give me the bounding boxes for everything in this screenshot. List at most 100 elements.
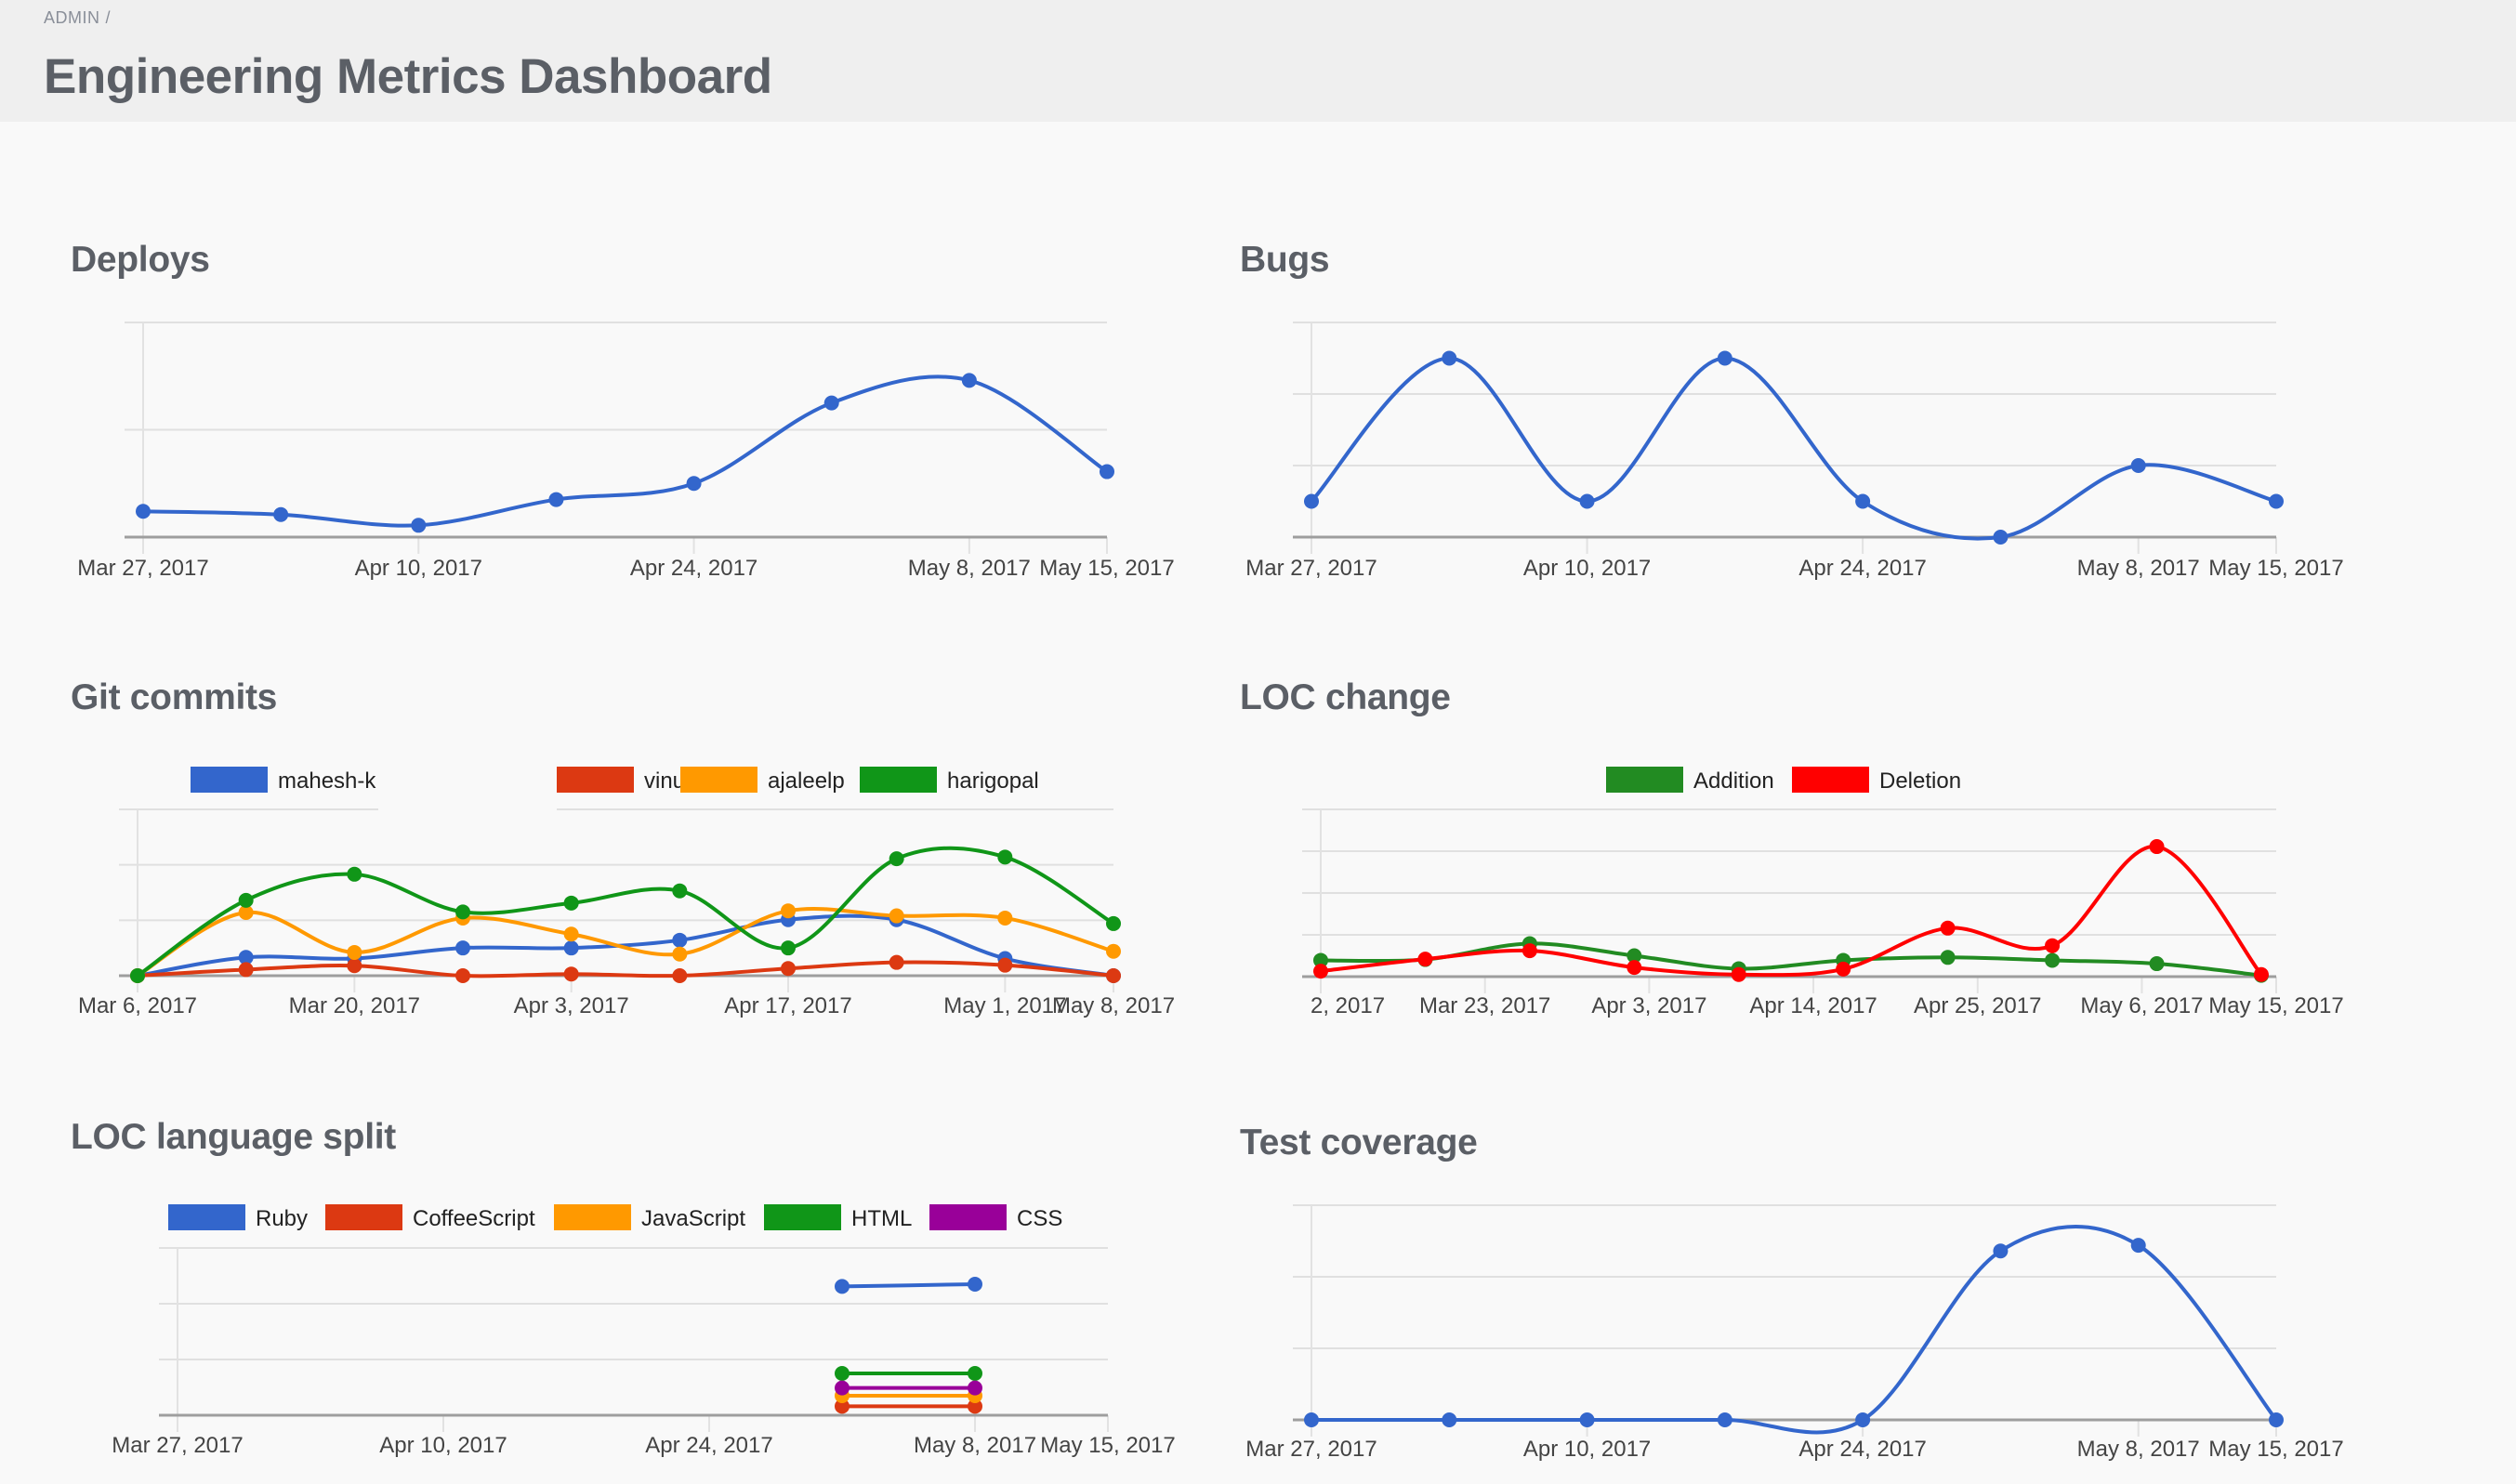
data-point[interactable] [411,518,427,533]
data-point[interactable] [347,944,362,960]
legend-item-addition[interactable]: Addition [1606,767,1774,794]
data-point[interactable] [835,1380,850,1396]
legend-label: Ruby [256,1206,308,1231]
data-point[interactable] [968,1380,982,1396]
data-point[interactable] [1579,1412,1595,1427]
data-point[interactable] [130,968,145,983]
data-point[interactable] [2253,966,2269,982]
data-point[interactable] [968,1399,982,1414]
legend-item-harigopal[interactable]: harigopal [860,767,1039,794]
data-point[interactable] [1579,493,1595,509]
data-point[interactable] [961,373,977,388]
data-point[interactable] [1442,1412,1457,1427]
data-point[interactable] [238,892,254,908]
data-point[interactable] [781,903,796,919]
legend-item-html[interactable]: HTML [764,1204,912,1231]
data-point[interactable] [1106,915,1121,931]
data-point[interactable] [1855,493,1871,509]
data-point[interactable] [1717,1412,1732,1427]
data-point[interactable] [1304,493,1319,509]
data-point[interactable] [2045,952,2061,968]
data-point[interactable] [823,395,839,411]
data-point[interactable] [889,908,904,924]
data-point[interactable] [968,1277,982,1292]
data-point[interactable] [563,926,579,942]
data-point[interactable] [455,940,470,956]
data-point[interactable] [672,932,688,948]
data-point[interactable] [672,883,688,899]
data-point[interactable] [781,940,796,956]
data-point[interactable] [563,940,579,956]
data-point[interactable] [835,1366,850,1381]
data-point[interactable] [672,968,688,983]
page-header: ADMIN / Engineering Metrics Dashboard [0,0,2516,122]
data-point[interactable] [1940,920,1956,936]
data-point[interactable] [1304,1412,1319,1427]
data-point[interactable] [563,895,579,911]
data-point[interactable] [347,958,362,974]
data-point[interactable] [1106,943,1121,959]
data-point[interactable] [2149,839,2165,855]
data-point[interactable] [1627,960,1642,976]
data-point[interactable] [997,849,1013,865]
data-point[interactable] [2269,1412,2284,1427]
data-point[interactable] [347,866,362,882]
legend-item-ajaleelp[interactable]: ajaleelp [680,767,845,794]
legend-item-coffeescript[interactable]: CoffeeScript [325,1204,535,1231]
data-point[interactable] [1855,1412,1871,1427]
legend-item-javascript[interactable]: JavaScript [554,1204,745,1231]
legend-swatch [929,1204,1007,1230]
data-point[interactable] [781,961,796,977]
legend-item-deletion[interactable]: Deletion [1792,767,1961,794]
data-point[interactable] [835,1279,850,1294]
data-point[interactable] [672,946,688,962]
legend-item-mahesh-k[interactable]: mahesh-k [191,767,376,794]
data-point[interactable] [455,968,470,983]
data-point[interactable] [238,962,254,978]
data-point[interactable] [1417,952,1433,967]
legend-item-ruby[interactable]: Ruby [168,1204,308,1231]
data-point[interactable] [1836,961,1851,977]
data-point[interactable] [1940,950,1956,965]
data-point[interactable] [1717,350,1732,366]
data-point[interactable] [1731,966,1746,982]
data-point[interactable] [1106,968,1121,983]
data-point[interactable] [1993,530,2009,545]
data-point[interactable] [1521,943,1537,959]
breadcrumb-separator: / [105,8,112,27]
data-point[interactable] [2045,938,2061,953]
data-point[interactable] [1100,464,1114,479]
data-point[interactable] [136,504,151,519]
data-point[interactable] [1313,952,1328,968]
breadcrumb-admin-link[interactable]: ADMIN [44,8,100,27]
data-point[interactable] [1442,350,1457,366]
legend-swatch [860,767,937,793]
data-point[interactable] [1313,964,1328,979]
data-point[interactable] [238,950,254,965]
x-tick-label: May 8, 2017 [914,1433,1036,1458]
data-point[interactable] [2269,493,2284,509]
data-point[interactable] [997,957,1013,973]
data-point[interactable] [968,1366,982,1381]
data-point[interactable] [686,476,702,492]
data-point[interactable] [889,851,904,867]
data-point[interactable] [1993,1243,2009,1259]
x-tick-label: Apr 14, 2017 [1749,993,1877,1018]
legend-label: mahesh-k [278,768,376,794]
data-point[interactable] [455,904,470,920]
data-point[interactable] [273,506,289,522]
data-point[interactable] [548,492,564,507]
data-point[interactable] [997,910,1013,926]
data-point[interactable] [2149,956,2165,972]
data-point[interactable] [1627,948,1642,964]
data-point[interactable] [889,954,904,970]
data-point[interactable] [238,904,254,920]
data-point[interactable] [563,966,579,982]
data-point[interactable] [2130,1238,2146,1254]
legend-label: CSS [1017,1206,1062,1231]
legend-item-css[interactable]: CSS [929,1204,1062,1231]
data-point[interactable] [2130,458,2146,473]
data-point[interactable] [835,1399,850,1414]
